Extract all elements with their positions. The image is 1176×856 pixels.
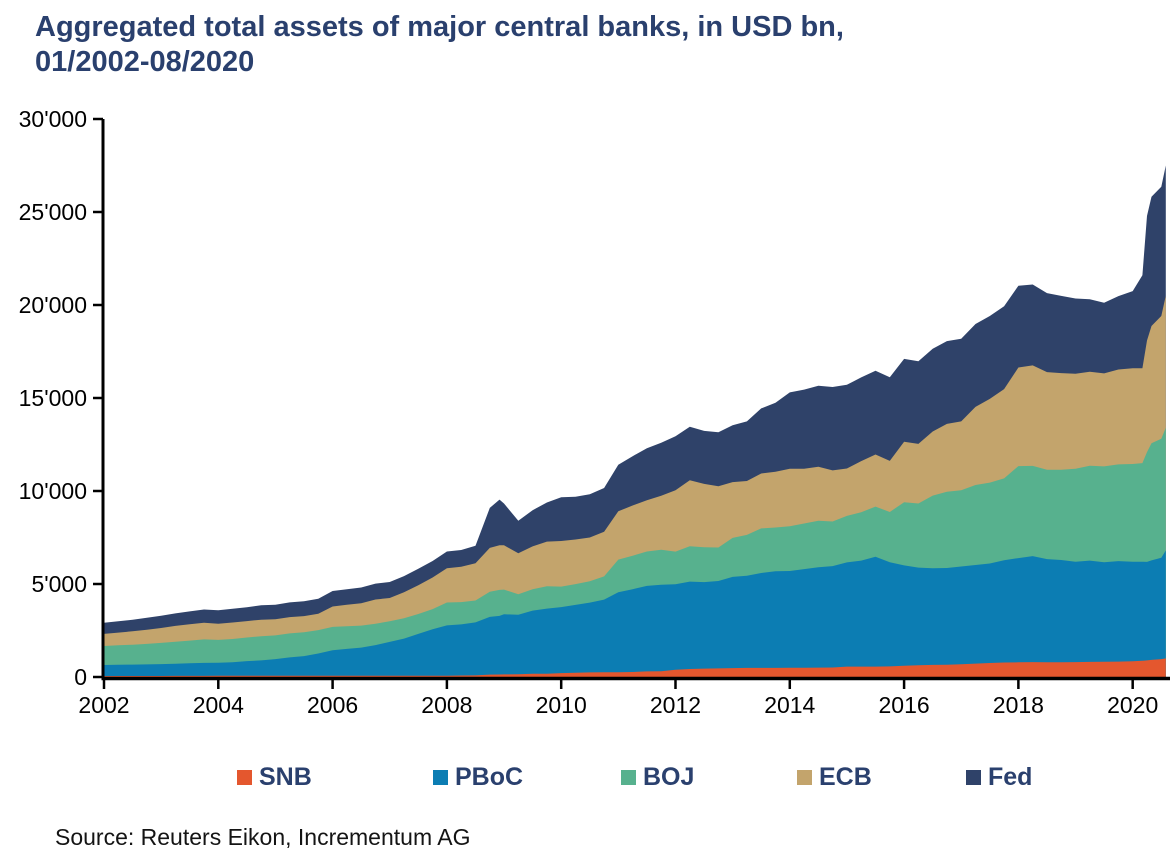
y-tick-label: 30'000	[19, 106, 87, 132]
legend-label-snb: SNB	[259, 762, 312, 791]
legend-swatch-boj	[621, 769, 636, 785]
x-tick-label: 2016	[879, 692, 930, 718]
x-tick-label: 2012	[650, 692, 701, 718]
x-tick-label: 2008	[421, 692, 472, 718]
area-snb	[104, 658, 1166, 677]
legend-swatch-fed	[966, 769, 981, 785]
legend-item-ecb: ECB	[797, 762, 966, 791]
x-tick-label: 2004	[193, 692, 244, 718]
legend-label-ecb: ECB	[819, 762, 872, 791]
x-tick-label: 2010	[536, 692, 587, 718]
chart-title-line2: 01/2002-08/2020	[35, 46, 255, 78]
x-tick-label: 2020	[1107, 692, 1158, 718]
chart-legend: SNB PBoC BOJ ECB Fed	[0, 762, 1176, 792]
y-tick-label: 5'000	[31, 571, 87, 597]
area-pboc	[104, 550, 1166, 677]
legend-label-boj: BOJ	[643, 762, 695, 791]
chart-title-line1: Aggregated total assets of major central…	[35, 11, 844, 43]
legend-swatch-ecb	[797, 769, 812, 785]
legend-item-fed: Fed	[966, 762, 1033, 791]
x-tick-label: 2014	[764, 692, 815, 718]
y-tick-label: 0	[74, 664, 87, 690]
legend-swatch-snb	[237, 769, 252, 785]
y-tick-label: 25'000	[19, 199, 87, 225]
legend-label-pboc: PBoC	[455, 762, 524, 791]
chart-title: Aggregated total assets of major central…	[35, 10, 1145, 80]
legend-item-pboc: PBoC	[433, 762, 621, 791]
stacked-area-chart: 0 5'000 10'000 15'000 20'000 25'000 30'000 2002…	[19, 106, 1170, 718]
legend-label-fed: Fed	[988, 762, 1033, 791]
y-tick-label: 20'000	[19, 292, 87, 318]
y-tick-label: 10'000	[19, 478, 87, 504]
legend-item-boj: BOJ	[621, 762, 797, 791]
x-tick-label: 2006	[307, 692, 358, 718]
x-tick-label: 2018	[993, 692, 1044, 718]
y-tick-label: 15'000	[19, 385, 87, 411]
legend-item-snb: SNB	[237, 762, 433, 791]
x-tick-label: 2002	[78, 692, 129, 718]
source-note: Source: Reuters Eikon, Incrementum AG	[55, 824, 471, 850]
legend-swatch-pboc	[433, 769, 448, 785]
